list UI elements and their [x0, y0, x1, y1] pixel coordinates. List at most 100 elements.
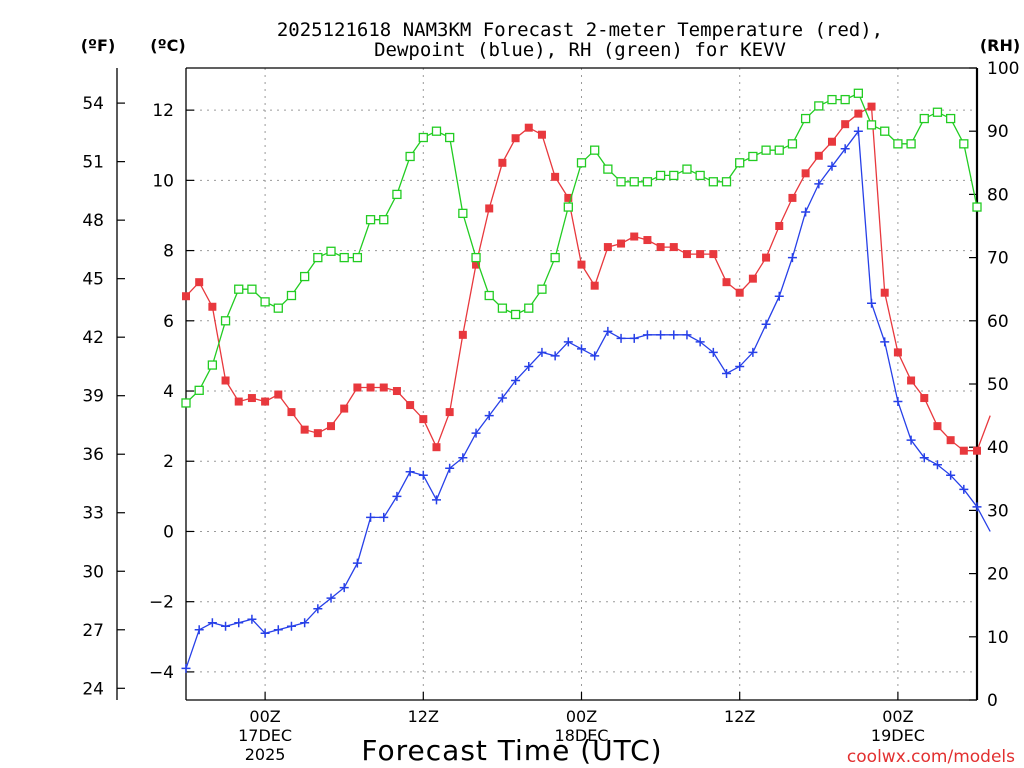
dewpoint-point: [590, 351, 600, 361]
rh-point: [840, 94, 850, 105]
series-line: [185, 129, 991, 669]
temperature-point: [313, 429, 322, 438]
dewpoint-point: [392, 491, 402, 501]
temperature-point: [221, 376, 230, 385]
rh-tick-label: 100: [987, 59, 1019, 79]
rh-point: [748, 151, 758, 162]
rh-point: [827, 94, 837, 105]
dewpoint-point: [577, 344, 586, 354]
temperature-point: [709, 250, 718, 259]
temperature-point: [735, 288, 744, 297]
rh-point: [893, 139, 903, 149]
temperature-point: [920, 394, 929, 403]
x-tick-year-label: 2025: [245, 745, 286, 764]
temperature-point: [788, 193, 797, 202]
temperature-point: [682, 250, 691, 259]
temperature-point: [959, 446, 968, 455]
temperature-point: [762, 253, 771, 262]
temperature-point: [590, 281, 599, 290]
dewpoint-point: [458, 453, 468, 463]
fahrenheit-tick-label: 24: [82, 679, 104, 699]
celsius-tick-label: 4: [163, 382, 174, 402]
temperature-point: [261, 397, 270, 406]
rh-point: [576, 158, 587, 168]
dewpoint-point: [682, 330, 692, 340]
rh-point: [735, 158, 745, 168]
fahrenheit-tick-label: 48: [82, 211, 104, 231]
rh-point: [550, 252, 560, 263]
temperature-point: [432, 443, 441, 452]
temperature-point: [893, 348, 902, 357]
temperature-point: [327, 422, 336, 431]
x-tick-label: 12Z: [724, 707, 755, 726]
dewpoint-point: [827, 161, 837, 171]
gridlines: [186, 68, 977, 700]
temperature-point: [854, 109, 863, 118]
rh-point: [234, 284, 244, 294]
dewpoint-point: [221, 621, 231, 631]
temperature-point: [498, 158, 507, 167]
title-line-1: 2025121618 NAM3KM Forecast 2-meter Tempe…: [277, 19, 883, 41]
dewpoint-point: [563, 337, 573, 347]
dewpoint-point: [181, 663, 191, 673]
dewpoint-point: [511, 375, 521, 385]
series-layer: [181, 88, 991, 673]
rh-point: [220, 316, 231, 326]
dewpoint-point: [748, 347, 758, 357]
temperature-point: [551, 172, 560, 181]
rh-point: [721, 177, 732, 187]
fahrenheit-tick-label: 33: [82, 504, 104, 524]
dewpoint-point: [286, 621, 296, 631]
temperature-point: [458, 330, 467, 339]
dewpoint-point: [247, 614, 257, 624]
dewpoint-point: [695, 337, 705, 347]
temperature-point: [775, 222, 784, 230]
rh-tick-label: 30: [987, 501, 1009, 521]
dewpoint-point: [853, 126, 863, 136]
dewpoint-point: [656, 330, 666, 340]
rh-point: [497, 303, 508, 313]
temperature-point: [485, 204, 494, 213]
rh-point: [537, 284, 547, 294]
celsius-tick-label: 10: [152, 171, 174, 191]
series-dewpoint: [181, 126, 991, 673]
x-tick-label: 00Z: [882, 707, 913, 726]
rh-point: [326, 246, 336, 256]
dewpoint-point: [814, 179, 824, 189]
rh-point: [695, 170, 705, 181]
rh-tick-label: 0: [987, 691, 998, 711]
rh-tick-label: 70: [987, 249, 1009, 269]
temperature-point: [801, 169, 810, 178]
rh-tick-label: 50: [987, 375, 1009, 395]
fahrenheit-tick-label: 27: [82, 621, 104, 641]
rh-point: [365, 215, 376, 225]
temperature-point: [208, 302, 217, 311]
dewpoint-point: [234, 618, 244, 628]
temperature-point: [907, 376, 916, 385]
dewpoint-point: [537, 347, 547, 357]
dewpoint-point: [840, 144, 850, 154]
rh-point: [405, 151, 415, 162]
dewpoint-point: [669, 330, 679, 340]
dewpoint-point: [207, 618, 217, 628]
temperature-point: [340, 404, 349, 413]
x-axis-label: Forecast Time (UTC): [361, 734, 662, 767]
rh-point: [932, 107, 943, 117]
temperature-point: [379, 383, 388, 392]
rh-point: [194, 385, 204, 395]
axes: [116, 67, 979, 701]
rh-point: [207, 360, 218, 370]
title-line-2: Dewpoint (blue), RH (green) for KEVV: [374, 39, 786, 61]
rh-point: [418, 132, 428, 143]
celsius-tick-label: 2: [163, 452, 174, 472]
rh-point: [642, 177, 653, 187]
temperature-point: [472, 260, 481, 269]
dewpoint-point: [761, 319, 771, 329]
dewpoint-point: [260, 628, 270, 638]
rh-tick-label: 80: [987, 185, 1009, 205]
rh-point: [484, 290, 494, 301]
rh-point: [273, 303, 283, 313]
rh-point: [814, 101, 824, 111]
rh-point: [945, 113, 956, 124]
temperature-point: [300, 425, 309, 434]
